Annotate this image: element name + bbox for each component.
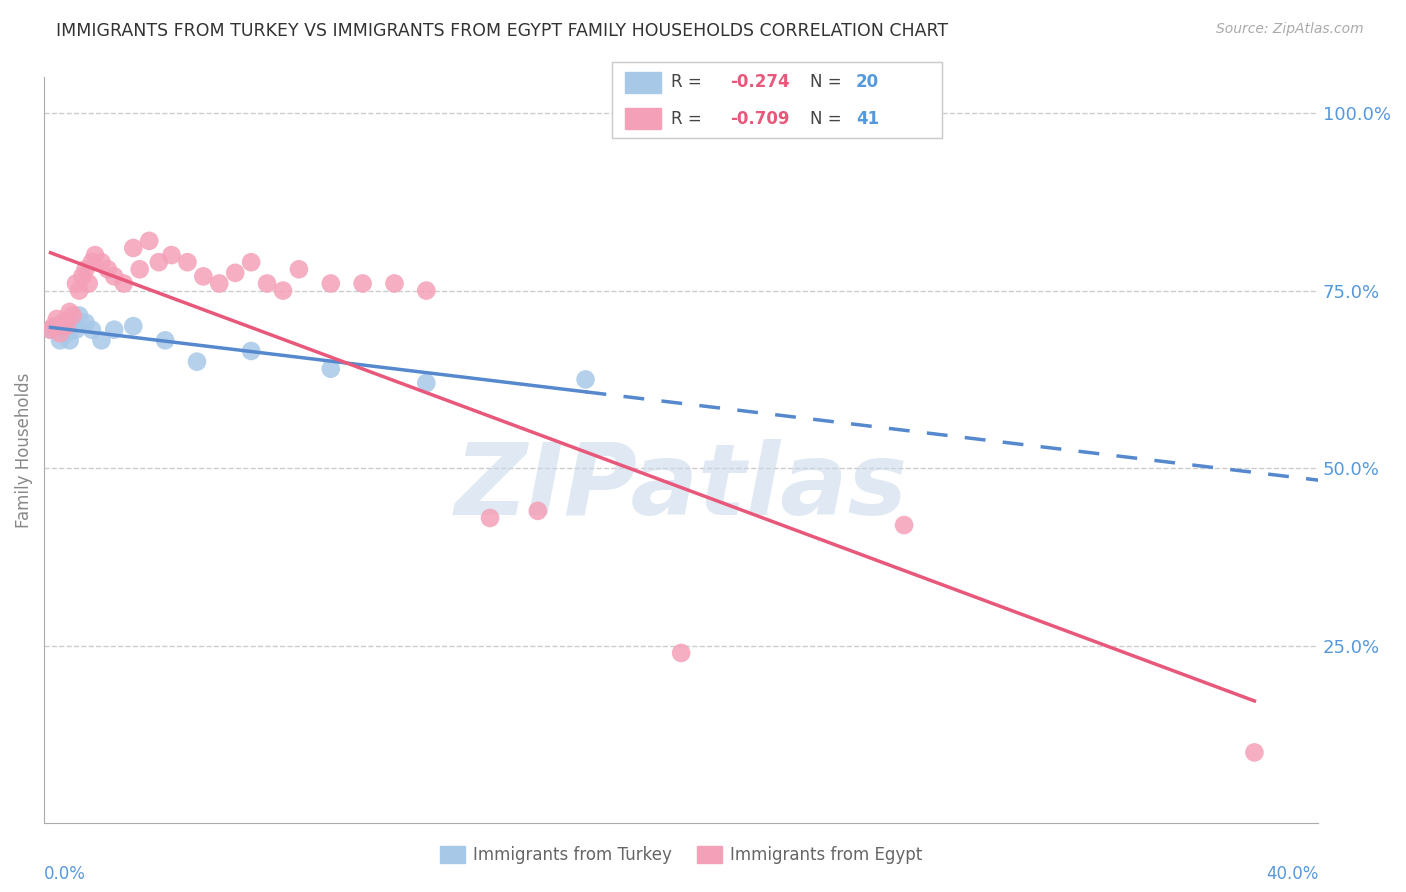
Point	[479, 511, 502, 525]
Point	[103, 269, 125, 284]
Point	[77, 277, 100, 291]
Text: -0.274: -0.274	[731, 73, 790, 91]
Point	[90, 255, 112, 269]
Point	[112, 277, 135, 291]
Text: N =: N =	[810, 110, 846, 128]
Point	[62, 309, 84, 323]
Point	[45, 312, 67, 326]
Point	[527, 504, 550, 518]
Point	[72, 269, 94, 284]
Point	[160, 248, 183, 262]
Point	[208, 277, 231, 291]
Point	[288, 262, 311, 277]
Point	[62, 319, 84, 334]
Point	[224, 266, 246, 280]
Point	[58, 334, 80, 348]
Point	[42, 319, 65, 334]
Point	[240, 343, 263, 358]
Point	[415, 376, 437, 390]
Point	[319, 277, 342, 291]
Point	[319, 361, 342, 376]
Text: -0.709: -0.709	[731, 110, 790, 128]
Text: 40.0%: 40.0%	[1265, 864, 1319, 882]
Text: R =: R =	[671, 73, 707, 91]
Point	[384, 277, 406, 291]
Y-axis label: Family Households: Family Households	[15, 373, 32, 528]
Point	[176, 255, 198, 269]
Point	[39, 323, 62, 337]
Point	[256, 277, 278, 291]
Legend: Immigrants from Turkey, Immigrants from Egypt: Immigrants from Turkey, Immigrants from …	[433, 839, 929, 871]
Point	[52, 316, 75, 330]
Point	[75, 316, 97, 330]
Text: 0.0%: 0.0%	[44, 864, 86, 882]
Point	[84, 248, 107, 262]
Point	[65, 277, 87, 291]
Text: N =: N =	[810, 73, 846, 91]
Point	[103, 323, 125, 337]
Text: ZIPatlas: ZIPatlas	[454, 439, 908, 536]
Point	[122, 319, 145, 334]
Point	[1243, 746, 1265, 760]
Text: IMMIGRANTS FROM TURKEY VS IMMIGRANTS FROM EGYPT FAMILY HOUSEHOLDS CORRELATION CH: IMMIGRANTS FROM TURKEY VS IMMIGRANTS FRO…	[56, 22, 949, 40]
Point	[122, 241, 145, 255]
Point	[128, 262, 150, 277]
Point	[271, 284, 294, 298]
Point	[90, 334, 112, 348]
FancyBboxPatch shape	[624, 108, 661, 129]
Point	[193, 269, 215, 284]
Point	[80, 323, 103, 337]
Point	[67, 284, 90, 298]
Point	[415, 284, 437, 298]
Text: 20: 20	[856, 73, 879, 91]
Point	[49, 326, 72, 341]
Point	[58, 305, 80, 319]
Text: Source: ZipAtlas.com: Source: ZipAtlas.com	[1216, 22, 1364, 37]
Point	[65, 323, 87, 337]
Point	[186, 354, 208, 368]
Point	[49, 334, 72, 348]
Point	[45, 319, 67, 334]
Point	[352, 277, 374, 291]
Point	[893, 518, 915, 533]
Point	[138, 234, 160, 248]
Point	[67, 309, 90, 323]
Point	[55, 326, 77, 341]
FancyBboxPatch shape	[624, 71, 661, 93]
Point	[669, 646, 692, 660]
Text: R =: R =	[671, 110, 707, 128]
Point	[153, 334, 176, 348]
Point	[574, 372, 596, 386]
Point	[52, 316, 75, 330]
Point	[240, 255, 263, 269]
Point	[97, 262, 120, 277]
Point	[75, 262, 97, 277]
Point	[148, 255, 170, 269]
Point	[80, 255, 103, 269]
Point	[39, 323, 62, 337]
Point	[55, 319, 77, 334]
Text: 41: 41	[856, 110, 879, 128]
